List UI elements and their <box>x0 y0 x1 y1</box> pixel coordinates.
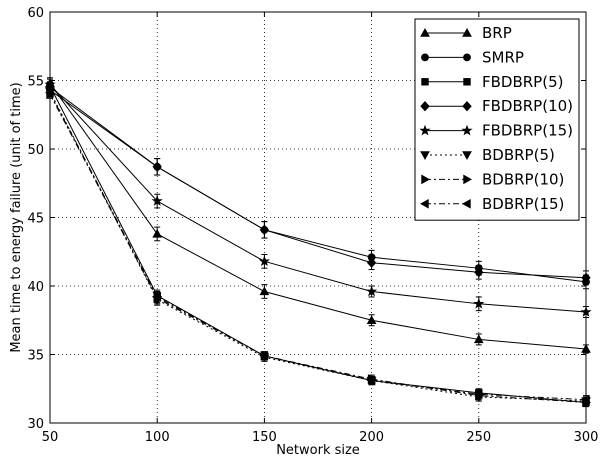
y-tick-label: 50 <box>27 143 44 158</box>
data-point <box>366 375 376 386</box>
data-point <box>152 292 161 302</box>
legend-label: SMRP <box>482 48 524 66</box>
legend-label: FBDBRP(5) <box>482 73 563 91</box>
data-point <box>366 257 377 268</box>
legend-marker <box>461 198 471 209</box>
data-point <box>151 195 163 206</box>
data-point <box>366 315 377 324</box>
legend: BRP SMRP FBDBRP(5) FBDBRP(10) FBDBRP(15) BDBR… <box>414 18 580 221</box>
legend-item-smrp: SMRP <box>421 48 524 66</box>
legend-marker <box>419 198 429 209</box>
legend-marker <box>462 27 472 37</box>
legend-label: BDBRP(15) <box>482 195 564 213</box>
legend-marker <box>463 174 473 185</box>
data-point <box>258 255 270 267</box>
legend-item-brp: BRP <box>420 24 512 42</box>
legend-marker <box>420 27 430 37</box>
legend-marker <box>461 124 473 136</box>
x-tick-label: 300 <box>574 430 599 445</box>
legend-marker <box>462 101 472 112</box>
legend-marker <box>419 124 431 136</box>
series-brp <box>45 77 591 354</box>
legend-box <box>414 18 580 221</box>
series-fbdbrp-15 <box>44 78 592 319</box>
series-line <box>49 93 587 403</box>
legend-item-fbdbrp-15: FBDBRP(15) <box>419 122 573 140</box>
legend-marker <box>463 78 471 86</box>
legend-label: BRP <box>482 24 512 42</box>
x-tick-label: 200 <box>359 430 384 445</box>
x-tick-label: 150 <box>252 430 277 445</box>
legend-marker <box>421 174 431 185</box>
y-tick-label: 60 <box>27 6 44 21</box>
legend-item-bdbrp-5: BDBRP(5) <box>420 146 555 164</box>
data-point <box>152 228 163 238</box>
data-point <box>473 334 484 344</box>
legend-item-fbdbrp-5: FBDBRP(5) <box>421 73 563 91</box>
y-tick-label: 35 <box>27 349 44 364</box>
data-point <box>474 267 484 278</box>
series-layer <box>44 77 592 408</box>
data-point <box>473 297 485 309</box>
series-line <box>49 92 587 401</box>
legend-item-bdbrp-15: BDBRP(15) <box>419 195 564 213</box>
x-tick-label: 100 <box>145 430 170 445</box>
legend-marker <box>420 151 430 161</box>
data-point <box>259 351 269 361</box>
series-line <box>49 84 587 313</box>
legend-label: BDBRP(10) <box>482 170 564 188</box>
legend-marker <box>462 151 472 161</box>
legend-marker <box>421 53 429 62</box>
legend-item-fbdbrp-10: FBDBRP(10) <box>420 97 573 115</box>
x-axis-title: Network size <box>276 443 360 457</box>
data-point <box>473 389 483 400</box>
legend-item-bdbrp-10: BDBRP(10) <box>421 170 564 188</box>
legend-marker <box>463 53 471 62</box>
legend-label: FBDBRP(10) <box>482 97 573 115</box>
legend-label: BDBRP(5) <box>482 146 555 164</box>
legend-marker <box>420 101 430 112</box>
legend-marker <box>421 78 429 86</box>
series-line <box>49 82 587 350</box>
y-tick-label: 30 <box>27 417 44 432</box>
data-point <box>259 286 270 296</box>
y-tick-label: 55 <box>27 75 44 90</box>
x-tick-label: 50 <box>42 430 59 445</box>
y-tick-label: 40 <box>27 280 44 295</box>
data-point <box>259 224 270 235</box>
data-point <box>366 285 378 297</box>
data-point <box>152 161 162 172</box>
legend-label: FBDBRP(15) <box>482 122 573 140</box>
y-tick-label: 45 <box>27 212 44 227</box>
axis-ticks: 50 100 150 200 250 300 30 35 40 45 50 55 60 <box>27 6 598 445</box>
series-line <box>49 86 587 279</box>
x-tick-label: 250 <box>466 430 491 445</box>
y-axis-title: Mean time to energy failure (unit of tim… <box>9 82 24 352</box>
